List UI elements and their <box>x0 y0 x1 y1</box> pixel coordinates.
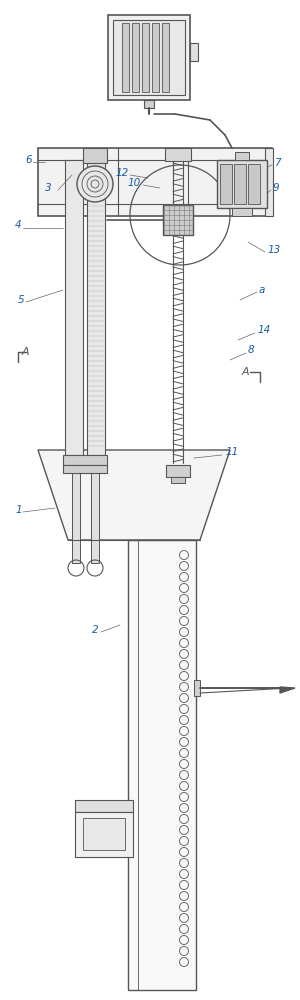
Text: A: A <box>22 347 30 357</box>
Bar <box>248 164 260 204</box>
Text: 3: 3 <box>45 183 52 193</box>
Text: 8: 8 <box>248 345 255 355</box>
Text: 11: 11 <box>225 447 238 457</box>
Bar <box>152 23 159 92</box>
Text: 12: 12 <box>116 168 129 178</box>
Circle shape <box>77 166 113 202</box>
Bar <box>83 818 125 850</box>
Bar <box>234 164 246 204</box>
Text: 1: 1 <box>15 505 22 515</box>
Bar <box>163 205 193 235</box>
Bar <box>128 540 196 990</box>
Text: 7: 7 <box>274 158 281 168</box>
Bar <box>87 160 105 455</box>
Bar <box>63 455 107 465</box>
Bar <box>72 473 80 563</box>
Bar <box>113 20 185 95</box>
Polygon shape <box>280 687 295 693</box>
Text: 5: 5 <box>18 295 25 305</box>
Bar <box>235 152 249 160</box>
Bar <box>132 23 139 92</box>
Bar <box>75 800 133 812</box>
Bar <box>194 680 200 696</box>
Bar <box>91 473 99 563</box>
Bar <box>144 100 154 108</box>
Bar <box>162 23 169 92</box>
Bar <box>265 148 273 216</box>
Bar <box>122 23 129 92</box>
Polygon shape <box>38 450 230 540</box>
Bar <box>63 465 107 473</box>
Bar <box>75 812 133 857</box>
Bar <box>38 148 272 216</box>
Text: 14: 14 <box>258 325 271 335</box>
Bar <box>190 43 198 61</box>
Bar <box>83 148 107 163</box>
Bar <box>220 164 232 204</box>
Text: 4: 4 <box>15 220 22 230</box>
Bar <box>165 148 191 161</box>
Text: 6: 6 <box>25 155 32 165</box>
Text: 9: 9 <box>273 183 280 193</box>
Bar <box>142 23 149 92</box>
Text: 2: 2 <box>92 625 99 635</box>
Bar <box>108 15 190 100</box>
Bar <box>232 208 252 216</box>
Bar <box>217 160 267 208</box>
Text: A: A <box>242 367 250 377</box>
Text: 13: 13 <box>268 245 281 255</box>
Bar <box>65 160 83 455</box>
Bar <box>166 465 190 477</box>
Bar <box>171 477 185 483</box>
Text: 10: 10 <box>128 178 141 188</box>
Text: a: a <box>259 285 266 295</box>
